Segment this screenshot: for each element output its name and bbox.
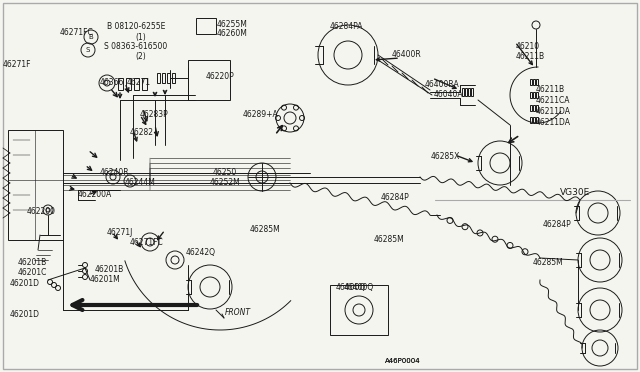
- Text: B 08120-6255E: B 08120-6255E: [107, 22, 165, 31]
- Bar: [162, 73, 165, 83]
- Text: 46252M: 46252M: [210, 178, 241, 187]
- Bar: [536, 105, 538, 111]
- Bar: [536, 79, 538, 85]
- Text: A46P0004: A46P0004: [385, 358, 420, 364]
- Text: 46255M: 46255M: [217, 20, 248, 29]
- Text: 46211CA: 46211CA: [536, 96, 570, 105]
- Text: 46400Q: 46400Q: [344, 283, 374, 292]
- Text: 462200: 462200: [27, 207, 56, 216]
- Text: 46271: 46271: [127, 78, 151, 87]
- Bar: [530, 117, 532, 123]
- Bar: [468, 88, 470, 96]
- Text: S: S: [86, 47, 90, 53]
- Bar: [533, 117, 535, 123]
- Text: 46040A: 46040A: [434, 90, 463, 99]
- Text: 462200A: 462200A: [78, 190, 112, 199]
- Bar: [462, 88, 464, 96]
- Bar: [530, 79, 532, 85]
- Text: 46271FC: 46271FC: [130, 238, 164, 247]
- Bar: [530, 105, 532, 111]
- Bar: [188, 60, 230, 100]
- Bar: [536, 117, 538, 123]
- Text: 46285M: 46285M: [250, 225, 281, 234]
- Text: A46P0004: A46P0004: [385, 358, 420, 364]
- Bar: [126, 78, 131, 90]
- Text: 46289+A: 46289+A: [243, 110, 279, 119]
- Text: 46271J: 46271J: [107, 228, 133, 237]
- Text: 46211B: 46211B: [536, 85, 565, 94]
- Bar: [471, 88, 473, 96]
- Text: 46271FC: 46271FC: [60, 28, 93, 37]
- Text: B: B: [88, 34, 93, 40]
- Text: 46242Q: 46242Q: [186, 248, 216, 257]
- Text: (1): (1): [135, 33, 146, 42]
- Text: 46240R: 46240R: [100, 168, 130, 177]
- Bar: [530, 92, 532, 98]
- Bar: [536, 92, 538, 98]
- Text: 46283P: 46283P: [140, 110, 169, 119]
- Text: 46400RA: 46400RA: [425, 80, 460, 89]
- Bar: [167, 73, 170, 83]
- Bar: [330, 285, 388, 335]
- Text: 46250: 46250: [213, 168, 237, 177]
- Bar: [157, 73, 160, 83]
- Bar: [196, 18, 216, 34]
- Text: VG30E: VG30E: [560, 188, 590, 197]
- Text: 46400R: 46400R: [392, 50, 422, 59]
- Bar: [533, 79, 535, 85]
- Text: 46244M: 46244M: [125, 178, 156, 187]
- Text: 46282: 46282: [130, 128, 154, 137]
- Bar: [142, 78, 147, 90]
- Text: 46285M: 46285M: [374, 235, 404, 244]
- Text: 46211B: 46211B: [516, 52, 545, 61]
- Bar: [533, 105, 535, 111]
- Text: FRONT: FRONT: [225, 308, 251, 317]
- Text: 46210: 46210: [516, 42, 540, 51]
- Bar: [172, 73, 175, 83]
- Text: 46366: 46366: [100, 78, 124, 87]
- Bar: [533, 92, 535, 98]
- Text: 46271F: 46271F: [3, 60, 31, 69]
- Text: 46260M: 46260M: [217, 29, 248, 38]
- Text: 46201D: 46201D: [10, 310, 40, 319]
- Bar: [465, 88, 467, 96]
- Text: 46201D: 46201D: [10, 279, 40, 288]
- Bar: [8, 130, 63, 240]
- Text: 46285M: 46285M: [533, 258, 564, 267]
- Text: 46284PA: 46284PA: [330, 22, 364, 31]
- Text: 46400Q: 46400Q: [336, 283, 366, 292]
- Text: 46201M: 46201M: [90, 275, 121, 284]
- Bar: [118, 78, 123, 90]
- Text: 46285X: 46285X: [431, 152, 460, 161]
- Text: (2): (2): [135, 52, 146, 61]
- Text: 46284P: 46284P: [381, 193, 410, 202]
- Text: S 08363-616500: S 08363-616500: [104, 42, 167, 51]
- Text: 46201B: 46201B: [18, 258, 47, 267]
- Text: 46211DA: 46211DA: [536, 118, 571, 127]
- Text: 46201C: 46201C: [18, 268, 47, 277]
- Text: 46211DA: 46211DA: [536, 107, 571, 116]
- Bar: [134, 78, 139, 90]
- Text: 46284P: 46284P: [543, 220, 572, 229]
- Text: 46201B: 46201B: [95, 265, 124, 274]
- Text: 46220P: 46220P: [206, 72, 235, 81]
